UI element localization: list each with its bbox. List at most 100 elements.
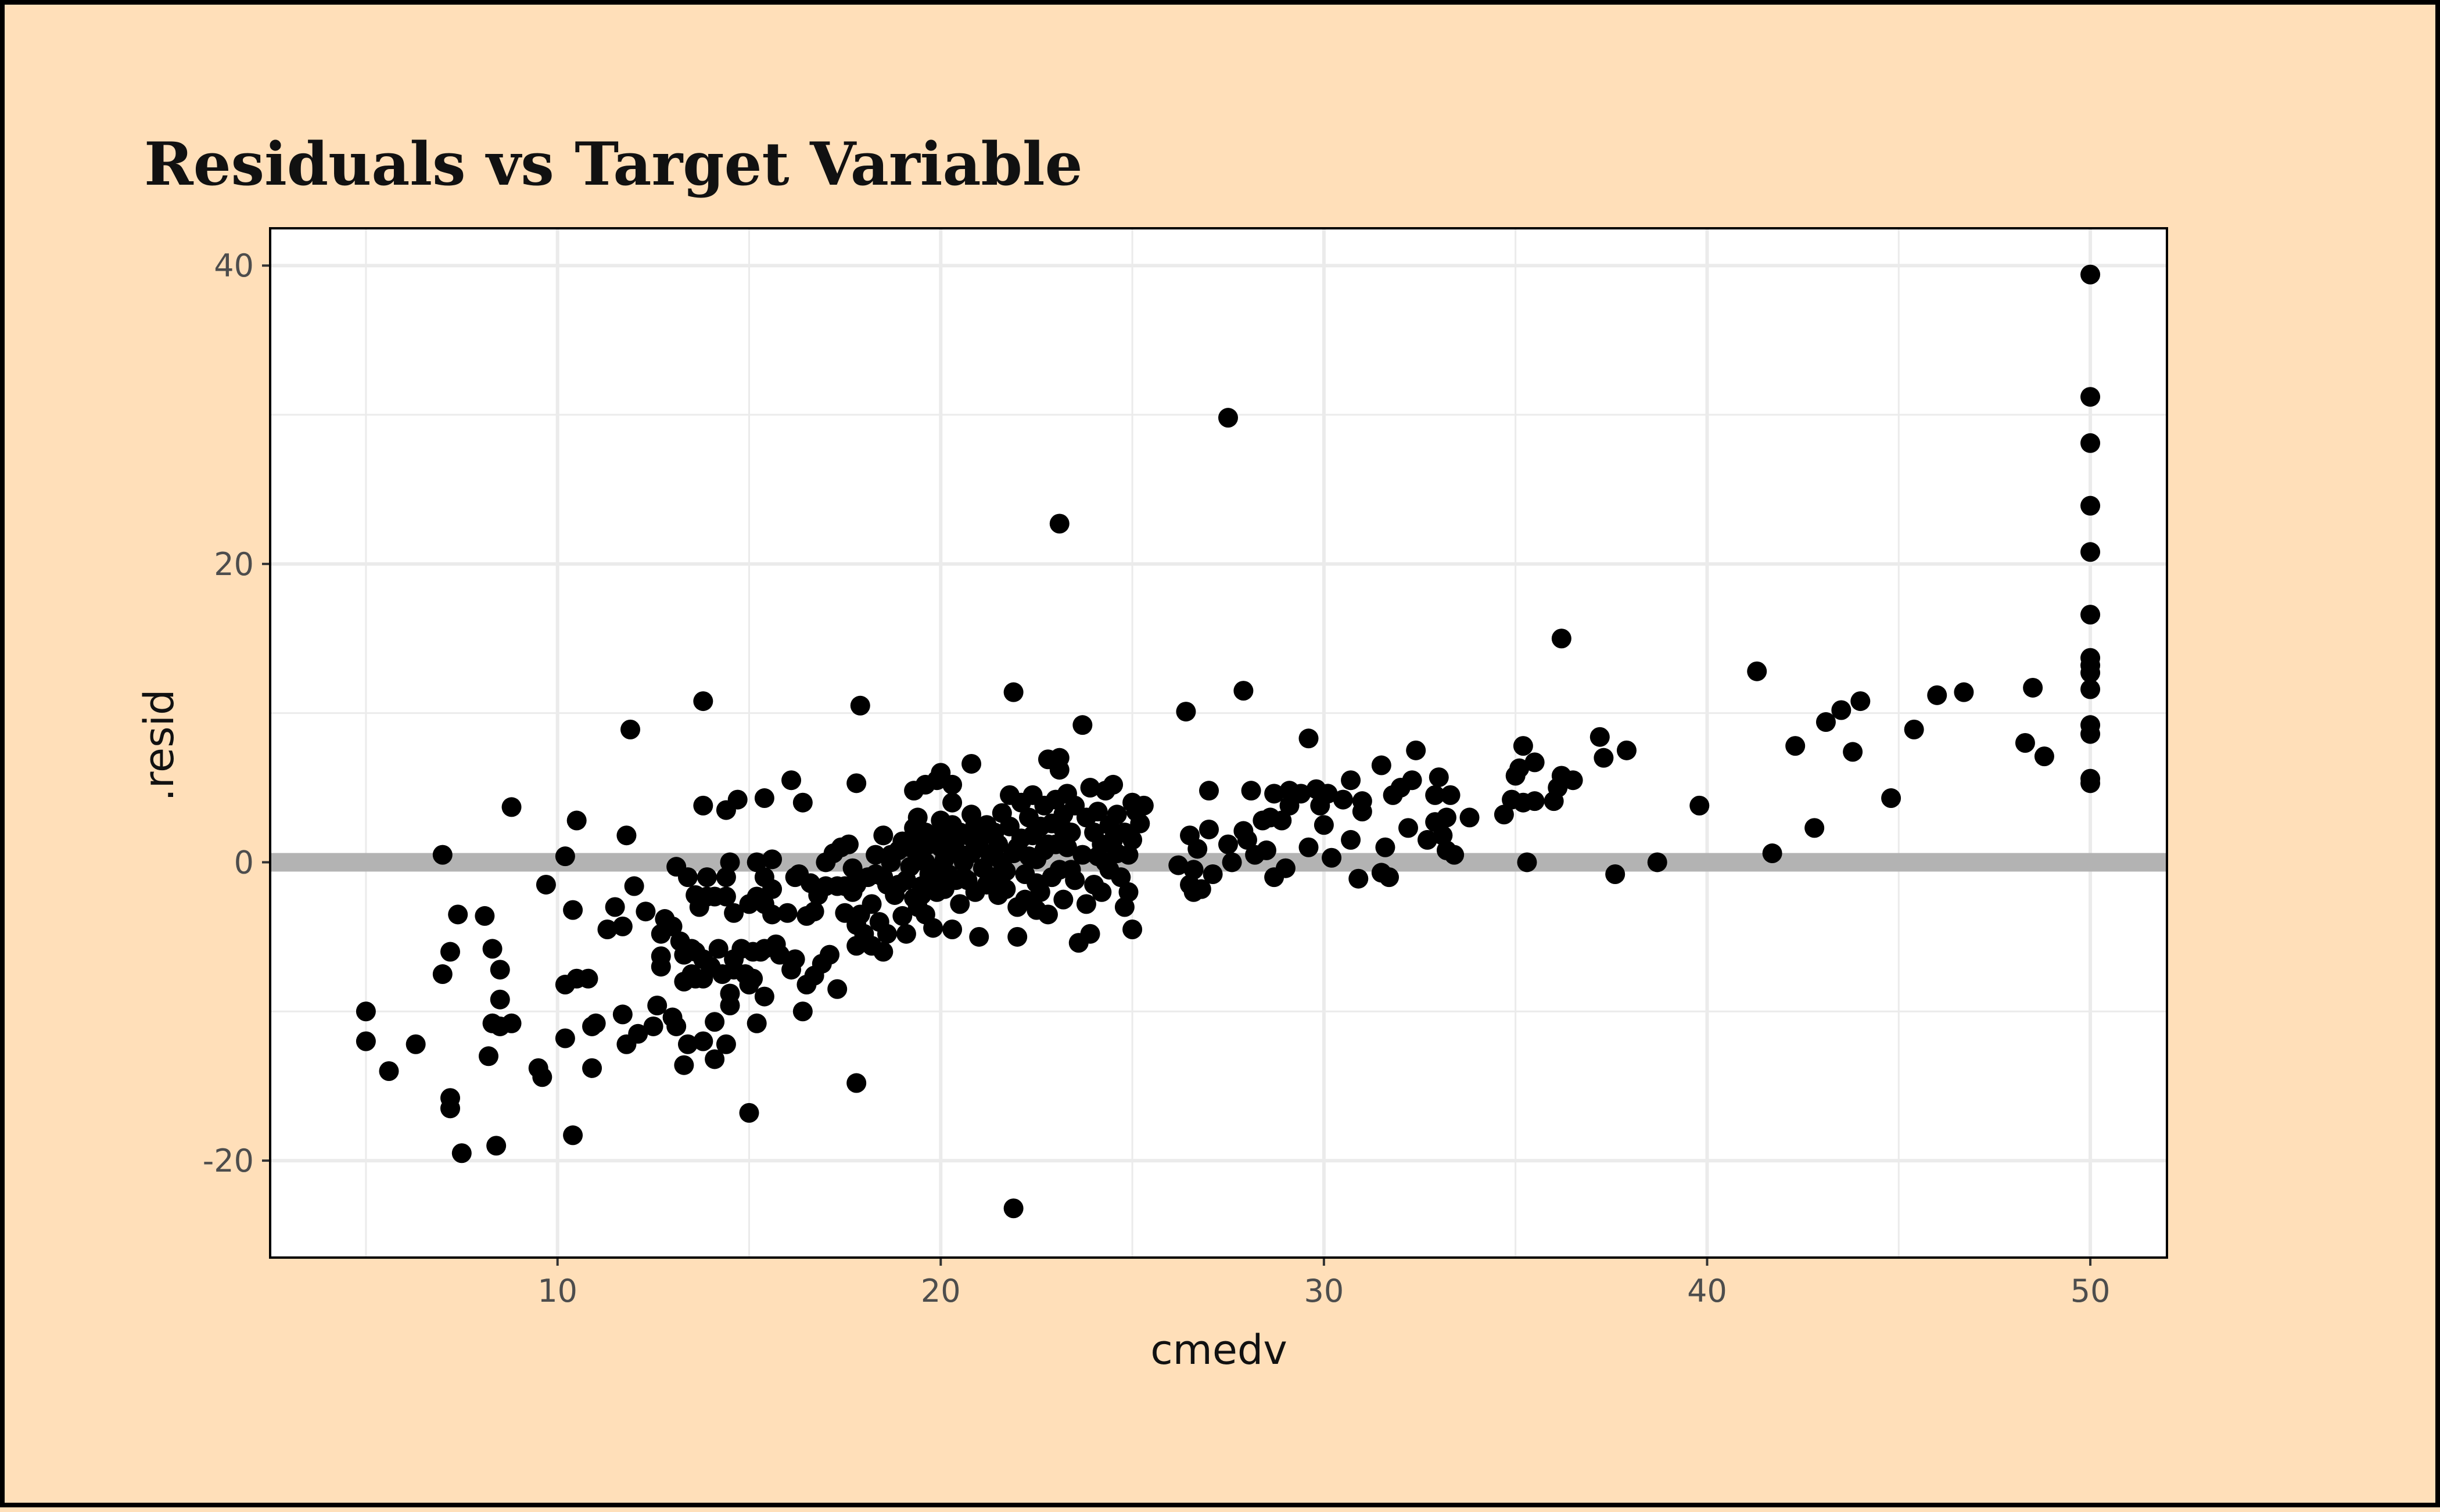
data-point bbox=[651, 957, 671, 977]
data-point bbox=[1111, 867, 1131, 888]
plot-area: 10 20 30 40 50 -20 0 20 40 bbox=[203, 227, 2168, 1309]
data-point bbox=[1114, 897, 1135, 917]
data-point bbox=[988, 834, 1009, 854]
data-point bbox=[705, 1049, 725, 1069]
data-point bbox=[792, 1001, 813, 1022]
data-point bbox=[842, 858, 863, 878]
data-point bbox=[379, 1061, 399, 1081]
data-point bbox=[912, 885, 932, 905]
data-point bbox=[820, 944, 840, 965]
data-point bbox=[1222, 852, 1242, 872]
data-point bbox=[1444, 845, 1465, 865]
data-point bbox=[448, 904, 468, 925]
data-point bbox=[1199, 819, 1219, 839]
data-point bbox=[1440, 785, 1461, 805]
data-point bbox=[1133, 795, 1154, 816]
data-point bbox=[727, 789, 748, 810]
data-point bbox=[770, 944, 790, 965]
data-point bbox=[490, 960, 510, 980]
data-point bbox=[478, 1046, 498, 1066]
data-point bbox=[705, 1012, 725, 1032]
data-point bbox=[2080, 542, 2101, 562]
data-point bbox=[1927, 685, 1947, 705]
data-point bbox=[1256, 840, 1276, 860]
data-point bbox=[1191, 879, 1211, 899]
data-point bbox=[1065, 870, 1085, 890]
data-point bbox=[1333, 789, 1353, 810]
data-point bbox=[501, 797, 522, 817]
data-point bbox=[624, 876, 644, 896]
data-point bbox=[1118, 882, 1139, 902]
data-point bbox=[907, 807, 928, 828]
data-point bbox=[827, 979, 848, 999]
data-point bbox=[923, 918, 943, 938]
data-point bbox=[475, 906, 495, 926]
data-point bbox=[605, 897, 625, 917]
data-point bbox=[720, 852, 740, 872]
data-point bbox=[1122, 829, 1143, 850]
data-point bbox=[666, 1016, 687, 1036]
data-point bbox=[2080, 264, 2101, 285]
data-point bbox=[762, 904, 783, 925]
data-point bbox=[1038, 904, 1058, 925]
data-point bbox=[2034, 746, 2054, 767]
data-point bbox=[563, 1125, 583, 1145]
data-point bbox=[555, 846, 575, 867]
data-point bbox=[1080, 778, 1100, 798]
data-point bbox=[850, 695, 870, 716]
data-point bbox=[1551, 628, 1571, 649]
data-point bbox=[1348, 868, 1369, 889]
data-point bbox=[1517, 852, 1537, 872]
data-point bbox=[1954, 682, 1974, 702]
data-point bbox=[1053, 889, 1074, 910]
data-point bbox=[563, 900, 583, 920]
data-point bbox=[1264, 784, 1284, 804]
data-point bbox=[716, 1034, 736, 1054]
data-point bbox=[1176, 702, 1196, 722]
data-point bbox=[1003, 682, 1024, 702]
data-point bbox=[1379, 867, 1400, 888]
data-point bbox=[896, 924, 916, 944]
data-point bbox=[762, 849, 783, 870]
data-point bbox=[1352, 791, 1372, 811]
data-point bbox=[1314, 815, 1334, 835]
data-point bbox=[754, 986, 774, 1007]
data-point bbox=[846, 1073, 867, 1093]
data-point bbox=[1815, 712, 1836, 732]
data-point bbox=[1605, 864, 1626, 884]
data-point bbox=[1804, 818, 1825, 838]
x-tick-label: 40 bbox=[1687, 1273, 1727, 1309]
data-point bbox=[451, 1143, 472, 1163]
data-point bbox=[1233, 681, 1254, 701]
data-point bbox=[942, 792, 963, 813]
data-point bbox=[724, 903, 744, 923]
data-point bbox=[1291, 784, 1311, 804]
data-point bbox=[1072, 845, 1093, 865]
data-point bbox=[662, 916, 683, 936]
data-point bbox=[1237, 829, 1257, 850]
data-point bbox=[356, 1001, 376, 1022]
data-point bbox=[628, 1023, 648, 1044]
data-point bbox=[490, 989, 510, 1010]
data-point bbox=[1030, 882, 1050, 902]
data-point bbox=[1850, 691, 1871, 712]
data-point bbox=[1406, 740, 1426, 760]
y-tick-label: 40 bbox=[214, 247, 254, 284]
data-point bbox=[1689, 795, 1710, 816]
data-point bbox=[1199, 781, 1219, 801]
data-point bbox=[2080, 433, 2101, 453]
data-point bbox=[677, 867, 698, 888]
data-point bbox=[1057, 837, 1077, 857]
data-point bbox=[356, 1031, 376, 1051]
data-point bbox=[440, 1098, 461, 1119]
data-point bbox=[555, 1028, 575, 1048]
data-point bbox=[2080, 724, 2101, 744]
data-point bbox=[1494, 805, 1514, 825]
data-point bbox=[2080, 605, 2101, 625]
data-point bbox=[582, 1058, 602, 1078]
data-point bbox=[1762, 843, 1782, 864]
data-point bbox=[406, 1034, 426, 1054]
data-point bbox=[432, 845, 453, 865]
x-tick-label: 10 bbox=[537, 1273, 577, 1309]
